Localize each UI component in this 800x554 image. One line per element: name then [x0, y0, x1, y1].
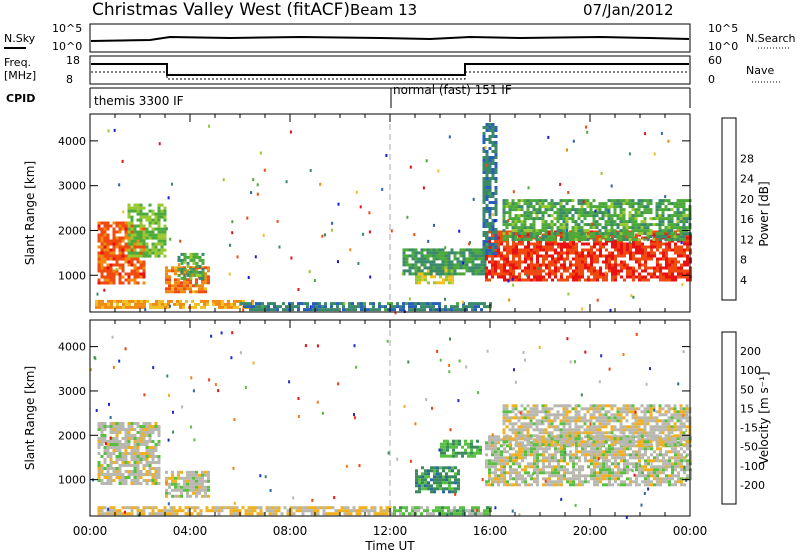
freq-panel: Freq. [MHz] 18 8 60 0 Nave	[4, 54, 780, 86]
velocity-colorbar-tick: -15	[740, 422, 758, 435]
nsky-tick-bottom: 10^0	[52, 40, 82, 53]
freq-tick-top: 18	[66, 54, 80, 67]
power-y-axis-label: Slant Range [km]	[23, 161, 37, 265]
nsearch-label: N.Search	[746, 32, 796, 45]
velocity-echo-region	[97, 422, 161, 485]
power-echo-region	[127, 203, 167, 258]
cpid-segment-normal: normal (fast) 151 IF	[393, 83, 512, 97]
x-tick-label: 04:00	[173, 524, 208, 538]
freq-label-1: Freq.	[4, 56, 31, 69]
x-axis-label: Time UT	[364, 539, 415, 553]
velocity-colorbar-label: Velocity [m s⁻¹]	[757, 371, 771, 464]
velocity-echo-region	[440, 439, 482, 458]
freq-tick-bottom: 8	[66, 73, 73, 86]
power-echo-region	[482, 123, 498, 255]
power-colorbar-tick: 16	[740, 213, 754, 226]
power-echo-region	[402, 248, 487, 276]
velocity-panel: 1000 2000 3000 4000 Slant Range [km]	[23, 319, 692, 519]
power-echo-region	[177, 252, 205, 280]
x-tick-label: 00:00	[73, 524, 108, 538]
station-title: Christmas Valley West (fitACF)	[92, 0, 350, 20]
nsky-tick-top: 10^5	[52, 22, 82, 35]
power-colorbar-tick: 8	[740, 254, 747, 267]
power-echo-region	[502, 199, 692, 242]
velocity-colorbar-tick: 15	[740, 402, 754, 415]
power-y-tick-label: 1000	[58, 269, 86, 282]
velocity-colorbar-tick: -100	[740, 460, 765, 473]
power-panel: 1000 2000 3000 4000 Slant Range [km]	[23, 113, 692, 315]
velocity-colorbar-tick: -200	[740, 479, 765, 492]
power-colorbar-tick: 4	[740, 274, 747, 287]
velocity-echo-region	[97, 506, 392, 516]
velocity-colorbar-tick: 200	[740, 345, 761, 358]
power-colorbar-tick: 28	[740, 152, 754, 165]
power-heatmap	[95, 123, 692, 315]
x-tick-label: 12:00	[373, 524, 408, 538]
x-tick-label: 08:00	[273, 524, 308, 538]
nsearch-tick-top: 10^5	[708, 22, 738, 35]
nsearch-tick-bottom: 10^0	[708, 40, 738, 53]
nave-tick-top: 60	[708, 54, 722, 67]
power-colorbar-label: Power [dB]	[757, 181, 771, 246]
power-y-tick-label: 3000	[58, 180, 86, 193]
nave-tick-bottom: 0	[708, 73, 715, 86]
x-tick-labels: 00:00 04:00 08:00 12:00 16:00 20:00 00:00	[73, 524, 708, 538]
x-tick-label: 00:00	[673, 524, 708, 538]
velocity-echo-region	[415, 466, 460, 494]
power-echo-region	[240, 302, 492, 312]
x-tick-label: 16:00	[473, 524, 508, 538]
date-label: 07/Jan/2012	[583, 1, 674, 19]
velocity-echo-region	[390, 506, 492, 516]
power-y-tick-label: 2000	[58, 224, 86, 237]
velocity-colorbar: 200 100 50 15 -15 -50 -100 -200	[721, 331, 765, 505]
power-echo-region	[95, 299, 254, 309]
power-colorbar-tick: 24	[740, 173, 754, 186]
nave-label: Nave	[746, 64, 774, 77]
velocity-y-tick-label: 3000	[58, 385, 86, 398]
beam-label: Beam 13	[350, 1, 417, 19]
cpid-label: CPID	[6, 92, 35, 105]
velocity-echo-region	[165, 470, 210, 498]
power-colorbar-tick: 12	[740, 233, 754, 246]
velocity-colorbar-tick: 100	[740, 364, 761, 377]
x-tick-label: 20:00	[573, 524, 608, 538]
cpid-segment-themis: themis 3300 IF	[94, 94, 184, 108]
cpid-panel: CPID themis 3300 IF normal (fast) 151 IF	[6, 83, 691, 108]
power-y-tick-label: 4000	[58, 135, 86, 148]
freq-label-2: [MHz]	[4, 69, 36, 82]
velocity-colorbar-tick: 50	[740, 383, 754, 396]
velocity-colorbar-tick: -50	[740, 441, 758, 454]
velocity-y-tick-label: 4000	[58, 341, 86, 354]
power-colorbar: 4 8 12 16 20 24 28	[721, 117, 754, 301]
velocity-y-tick-label: 1000	[58, 474, 86, 487]
velocity-y-tick-label: 2000	[58, 429, 86, 442]
velocity-heatmap	[90, 331, 692, 519]
nsky-panel: N.Sky 10^5 10^0 10^5 10^0 N.Search	[4, 22, 796, 53]
velocity-echo-region	[502, 404, 692, 447]
power-colorbar-tick: 20	[740, 193, 754, 206]
velocity-y-axis-label: Slant Range [km]	[23, 366, 37, 470]
nsky-label: N.Sky	[4, 32, 36, 45]
